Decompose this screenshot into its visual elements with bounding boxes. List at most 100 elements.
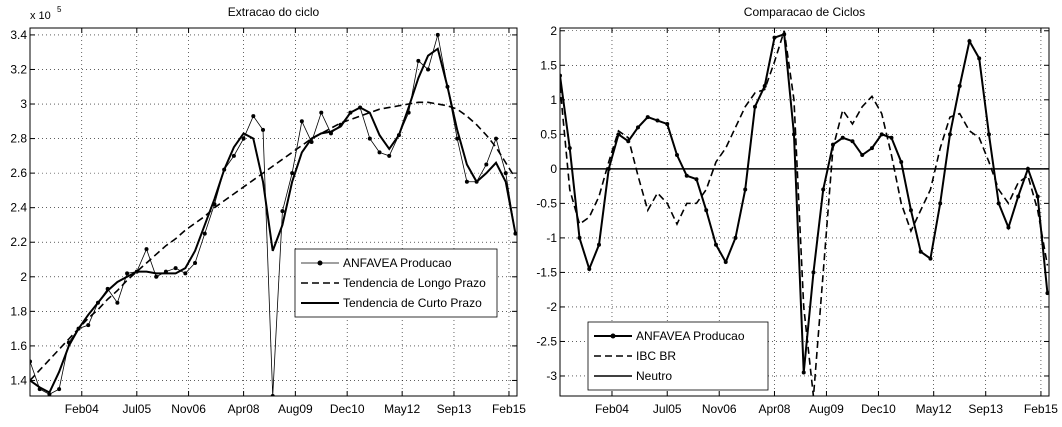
series-marker xyxy=(183,271,188,276)
x-tick-label: Nov06 xyxy=(171,402,206,416)
legend-marker xyxy=(610,333,616,339)
series-marker xyxy=(587,266,592,271)
x-tick-label: Feb04 xyxy=(595,402,629,416)
series-marker xyxy=(996,201,1001,206)
series-marker xyxy=(377,150,382,155)
x-tick-label: May12 xyxy=(916,402,952,416)
series-marker xyxy=(694,177,699,182)
series-marker xyxy=(484,162,489,167)
series-marker xyxy=(125,271,130,276)
series-marker xyxy=(938,201,943,206)
series-marker xyxy=(713,242,718,247)
series-marker xyxy=(645,115,650,120)
series-marker xyxy=(1006,225,1011,230)
x-tick-label: Jul05 xyxy=(122,402,151,416)
series-marker xyxy=(503,171,508,176)
series-marker xyxy=(772,35,777,40)
series-marker xyxy=(811,270,816,275)
series-marker xyxy=(86,323,91,328)
series-marker xyxy=(635,125,640,130)
y-tick-label: 1.8 xyxy=(10,304,27,318)
axes-frame xyxy=(559,27,1050,397)
series-marker xyxy=(928,256,933,261)
y-tick-label: 1.4 xyxy=(10,373,27,387)
series-marker xyxy=(455,136,460,141)
x-tick-label: May12 xyxy=(384,402,420,416)
x-tick-label: Apr08 xyxy=(228,402,260,416)
y-tick-label: 0.5 xyxy=(540,127,557,141)
series-marker xyxy=(241,136,246,141)
y-tick-label: 1.5 xyxy=(540,58,557,72)
series-marker xyxy=(319,110,324,115)
series-marker xyxy=(743,187,748,192)
series-marker xyxy=(908,208,913,213)
series-marker xyxy=(684,173,689,178)
series-marker xyxy=(967,39,972,44)
y-tick-label: 2.2 xyxy=(10,235,27,249)
series-marker xyxy=(821,187,826,192)
legend-label: IBC BR xyxy=(636,349,676,363)
y-tick-label: 0 xyxy=(550,162,557,176)
y-tick-label: -1 xyxy=(546,231,557,245)
series-line xyxy=(30,34,516,396)
x-tick-label: Dec10 xyxy=(861,402,896,416)
legend-marker xyxy=(317,260,323,266)
x-tick-label: Aug09 xyxy=(809,402,844,416)
legend-label: Neutro xyxy=(636,369,672,383)
chart-title: Comparacao de Ciclos xyxy=(744,5,865,19)
y-tick-label: 3.4 xyxy=(10,28,27,42)
series-marker xyxy=(577,235,582,240)
series-marker xyxy=(144,247,149,252)
legend-label: Tendencia de Longo Prazo xyxy=(343,276,486,290)
series-marker xyxy=(665,121,670,126)
y-tick-label: 1 xyxy=(550,93,557,107)
x-tick-label: Apr08 xyxy=(758,402,790,416)
plot-area xyxy=(560,30,1049,396)
x-tick-label: Feb04 xyxy=(65,402,99,416)
series-marker xyxy=(977,56,982,61)
y-tick-label: 2.4 xyxy=(10,201,27,215)
series-marker xyxy=(957,83,962,88)
series-marker xyxy=(986,132,991,137)
plot-area xyxy=(30,32,517,396)
y-tick-label: -0.5 xyxy=(536,196,557,210)
y-tick-label: 3.2 xyxy=(10,62,27,76)
x-tick-label: Sep13 xyxy=(437,402,472,416)
x-tick-label: Jul05 xyxy=(653,402,682,416)
x-tick-label: Aug09 xyxy=(278,402,313,416)
x-tick-label: Sep13 xyxy=(968,402,1003,416)
series-marker xyxy=(367,136,372,141)
series-marker xyxy=(1016,194,1021,199)
series-marker xyxy=(733,235,738,240)
series-marker xyxy=(416,58,421,63)
series-marker xyxy=(860,153,865,158)
y-multiplier-exp: 5 xyxy=(57,5,62,14)
y-tick-label: 2.8 xyxy=(10,132,27,146)
chart-title: Extracao do ciclo xyxy=(228,5,320,19)
series-marker xyxy=(674,153,679,158)
series-marker xyxy=(494,136,499,141)
series-marker xyxy=(947,132,952,137)
series-marker xyxy=(850,139,855,144)
series-marker xyxy=(251,114,256,119)
series-marker xyxy=(261,127,266,132)
series-marker xyxy=(752,104,757,109)
series-marker xyxy=(840,135,845,140)
series-marker xyxy=(173,266,178,271)
legend-label: ANFAVEA Producao xyxy=(636,329,745,343)
series-marker xyxy=(387,153,392,158)
x-tick-label: Feb15 xyxy=(1024,402,1058,416)
y-tick-label: 2 xyxy=(20,270,27,284)
series-marker xyxy=(918,249,923,254)
series-marker xyxy=(869,146,874,151)
series-marker xyxy=(723,260,728,265)
y-tick-label: -3 xyxy=(546,369,557,383)
series-line xyxy=(560,30,1049,396)
y-tick-label: -2 xyxy=(546,300,557,314)
series-marker xyxy=(464,179,469,184)
series-marker xyxy=(567,146,572,151)
x-tick-label: Nov06 xyxy=(702,402,737,416)
series-marker xyxy=(616,132,621,137)
